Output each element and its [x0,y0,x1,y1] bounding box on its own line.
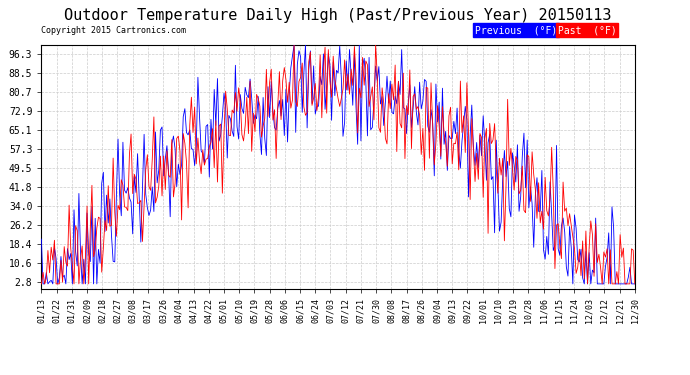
Text: Previous  (°F): Previous (°F) [475,25,557,35]
Title: Outdoor Temperature Daily High (Past/Previous Year) 20150113: Outdoor Temperature Daily High (Past/Pre… [64,8,612,23]
Text: Copyright 2015 Cartronics.com: Copyright 2015 Cartronics.com [41,26,186,35]
Text: Past  (°F): Past (°F) [558,25,616,35]
